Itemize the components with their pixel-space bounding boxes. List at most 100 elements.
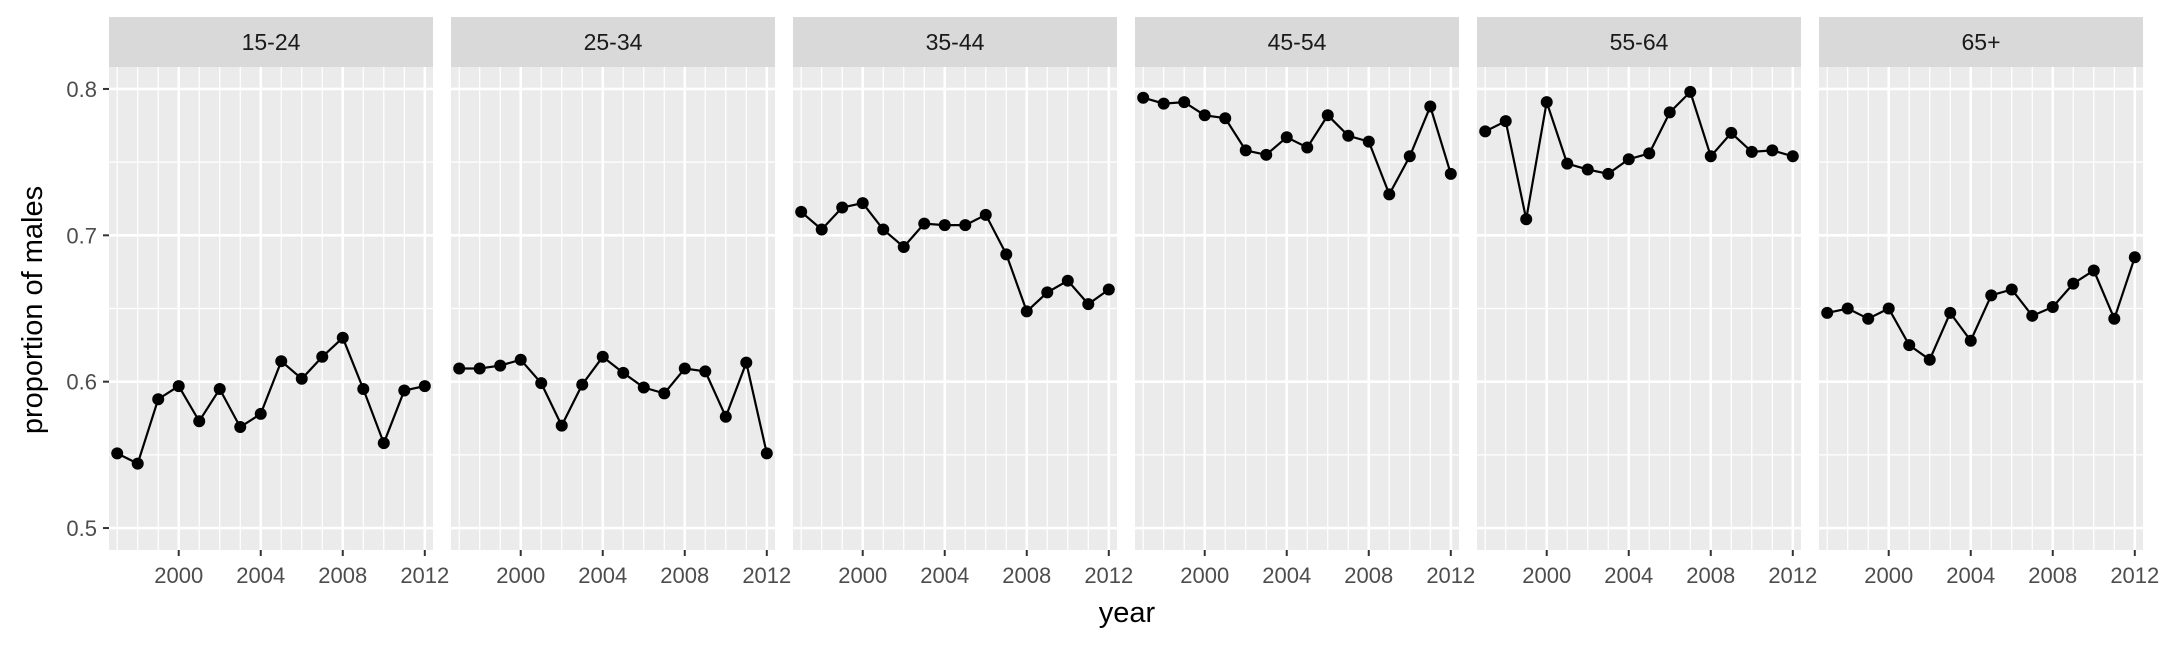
x-tick-label: 2004	[1262, 563, 1311, 588]
data-point	[316, 350, 329, 363]
data-point	[1020, 305, 1033, 318]
data-point	[2026, 309, 2039, 322]
data-point	[1923, 353, 1936, 366]
x-tick-label: 2012	[1426, 563, 1475, 588]
data-point	[2067, 277, 2080, 290]
x-tick-label: 2008	[2028, 563, 2077, 588]
data-point	[1000, 248, 1013, 261]
data-point	[1041, 286, 1054, 299]
data-point	[1082, 298, 1095, 311]
x-tick-label: 2008	[318, 563, 367, 588]
data-point	[658, 387, 671, 400]
data-point	[1239, 144, 1252, 157]
facet-strip	[1477, 17, 1801, 67]
data-point	[1362, 135, 1375, 148]
x-tick-label: 2008	[660, 563, 709, 588]
data-point	[877, 223, 890, 236]
data-point	[275, 355, 288, 368]
data-point	[213, 383, 226, 395]
data-point	[1520, 213, 1533, 226]
series-line	[800, 201, 1110, 314]
x-tick-label: 2000	[838, 563, 887, 588]
data-point	[111, 447, 124, 460]
data-point	[1102, 283, 1115, 296]
data-point	[576, 378, 589, 391]
data-point	[1841, 302, 1854, 315]
data-point	[1944, 306, 1957, 319]
data-point	[959, 219, 972, 232]
x-tick-label: 2004	[236, 563, 285, 588]
y-tick-label: 0.6	[66, 370, 97, 395]
data-point	[514, 353, 527, 366]
x-axis-title: year	[1099, 597, 1156, 629]
data-point	[1157, 97, 1170, 110]
data-point	[1821, 306, 1834, 319]
data-point	[2128, 251, 2141, 264]
data-point	[295, 372, 308, 385]
facet-strip-label: 25-34	[584, 29, 643, 55]
y-axis-title: proportion of males	[17, 186, 49, 434]
data-point	[193, 415, 206, 428]
data-point	[357, 383, 370, 395]
x-tick-label: 2004	[1604, 563, 1653, 588]
data-point	[836, 201, 849, 214]
facet-strip-label: 65+	[1961, 29, 2000, 55]
data-point	[1260, 148, 1273, 161]
x-tick-label: 2012	[1084, 563, 1133, 588]
data-point	[152, 393, 165, 406]
data-point	[1321, 109, 1334, 122]
facet-panels: 15-24 2000 2004 2008 2012 25-34 2000 2004 2008 20…	[109, 17, 2159, 588]
data-point	[1663, 106, 1676, 119]
data-point	[2005, 283, 2018, 296]
data-point	[1602, 167, 1615, 180]
data-point	[897, 241, 910, 254]
facet-strip	[793, 17, 1117, 67]
data-point	[637, 381, 650, 394]
data-point	[453, 362, 466, 375]
series-line	[1484, 89, 1794, 220]
facet-strip-label: 55-64	[1610, 29, 1669, 55]
data-point	[1985, 289, 1998, 302]
data-point	[856, 197, 869, 210]
data-point	[1219, 112, 1232, 125]
data-point	[1403, 150, 1416, 163]
data-point	[1882, 302, 1895, 315]
y-tick-label: 0.5	[66, 516, 97, 541]
x-tick-label: 2000	[496, 563, 545, 588]
data-point	[1479, 125, 1492, 138]
series-line	[1142, 96, 1452, 197]
x-tick-label: 2008	[1686, 563, 1735, 588]
x-tick-label: 2000	[1522, 563, 1571, 588]
facet-panel-45-54: 45-54 2000 2004 2008 2012	[1135, 17, 1475, 588]
data-point	[1280, 131, 1293, 144]
facet-panel-25-34: 25-34 2000 2004 2008 2012	[451, 17, 791, 588]
data-point	[760, 447, 773, 460]
facet-strip-label: 45-54	[1268, 29, 1327, 55]
data-point	[1424, 100, 1437, 113]
x-tick-label: 2012	[1768, 563, 1817, 588]
y-axis: 0.5 0.6 0.7 0.8	[66, 77, 109, 541]
data-point	[1903, 339, 1916, 352]
data-point	[617, 366, 630, 379]
data-point	[1862, 312, 1875, 325]
data-point	[254, 407, 267, 420]
data-point	[1704, 150, 1717, 163]
series-line	[459, 355, 768, 454]
data-point	[1540, 96, 1553, 109]
data-point	[1725, 126, 1738, 139]
data-point	[1444, 167, 1457, 180]
series-line	[116, 335, 426, 466]
facet-panel-35-44: 35-44 2000 2004 2008 2012	[793, 17, 1133, 588]
x-tick-label: 2008	[1002, 563, 1051, 588]
data-point	[2046, 301, 2059, 314]
data-point	[131, 457, 144, 470]
x-tick-label: 2000	[154, 563, 203, 588]
data-point	[234, 421, 247, 434]
data-point	[1581, 163, 1594, 176]
data-point	[1137, 91, 1150, 104]
data-point	[535, 377, 548, 390]
series-line	[1826, 256, 2136, 362]
data-point	[377, 437, 390, 450]
y-tick-label: 0.7	[66, 223, 97, 248]
